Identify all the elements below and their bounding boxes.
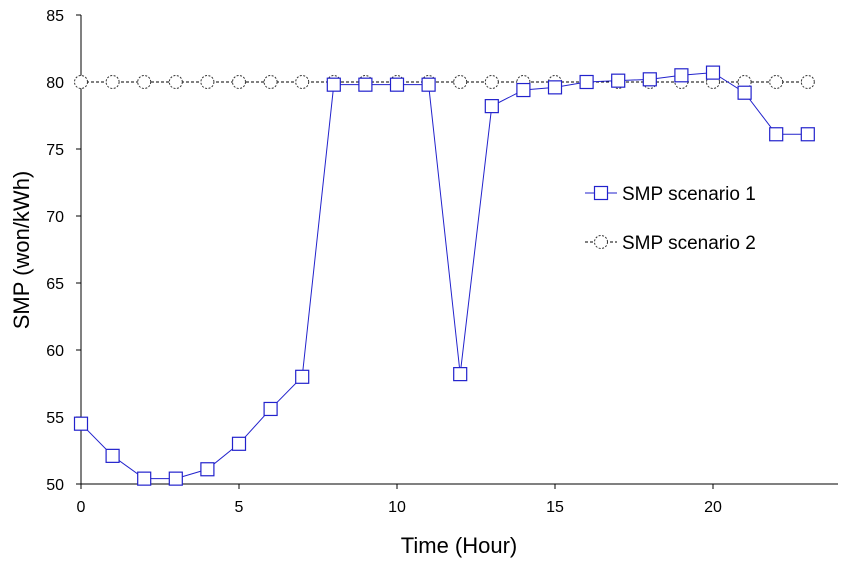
legend-label-1: SMP scenario 1 xyxy=(622,184,756,205)
x-tick-label-10: 10 xyxy=(388,499,406,516)
x-tick-label-15: 15 xyxy=(546,499,564,516)
series-1-point xyxy=(516,82,531,98)
series-1-point xyxy=(453,367,468,382)
series-1-point xyxy=(547,80,563,95)
series-1-point xyxy=(263,401,278,417)
series-1-point xyxy=(642,72,657,87)
series-2-point xyxy=(137,75,152,89)
series-2-point xyxy=(168,75,183,89)
series-2-point xyxy=(484,75,499,89)
y-tick-label-55: 55 xyxy=(46,410,64,427)
series-1-line xyxy=(80,72,808,480)
series-1-point xyxy=(421,77,436,92)
series-2-point xyxy=(769,75,784,89)
x-tick-label-5: 5 xyxy=(235,499,244,516)
series-1-point xyxy=(358,77,373,92)
series-1-point xyxy=(137,471,152,486)
series-1-point xyxy=(769,127,784,142)
series-2-point xyxy=(200,75,215,89)
y-tick-label-65: 65 xyxy=(46,276,64,293)
series-1-point xyxy=(200,462,215,477)
legend: SMP scenario 1 SMP scenario 2 xyxy=(585,184,756,254)
y-tick-label-50: 50 xyxy=(46,477,64,494)
y-tick-label-70: 70 xyxy=(46,209,64,226)
series-layer xyxy=(73,65,815,486)
y-tick-label-75: 75 xyxy=(46,142,64,159)
series-2-point xyxy=(295,75,310,89)
series-2-point xyxy=(74,75,88,89)
series-2-point xyxy=(105,75,120,89)
y-axis-title: SMP (won/kWh) xyxy=(9,171,34,330)
series-2-point xyxy=(232,75,246,89)
x-tick-label-20: 20 xyxy=(704,499,722,516)
series-1-point xyxy=(231,436,247,451)
series-1-point xyxy=(168,471,183,486)
legend-circle-marker xyxy=(594,235,608,249)
legend-square-marker xyxy=(593,185,609,201)
series-1-point xyxy=(579,74,594,90)
series-1-point xyxy=(484,99,499,114)
series-1-point xyxy=(800,127,815,142)
y-tick-label-80: 80 xyxy=(46,75,64,92)
y-tick-label-60: 60 xyxy=(46,343,64,360)
series-1-point xyxy=(389,77,405,92)
axes: 50 55 60 65 70 75 80 85 0 5 10 15 20 xyxy=(46,8,838,516)
y-tick-label-85: 85 xyxy=(46,8,64,25)
series-2-point xyxy=(263,75,278,89)
series-2-point xyxy=(737,75,752,89)
series-2-point xyxy=(453,75,468,89)
series-1-point xyxy=(326,77,341,92)
x-tick-label-0: 0 xyxy=(77,499,86,516)
series-1-point xyxy=(705,65,721,80)
series-2 xyxy=(74,75,815,89)
x-axis-title: Time (Hour) xyxy=(401,533,518,558)
series-2-point xyxy=(800,75,815,89)
series-1-point xyxy=(105,448,120,463)
legend-label-2: SMP scenario 2 xyxy=(622,233,756,254)
series-1-point xyxy=(611,73,626,88)
series-1-point xyxy=(674,68,689,83)
series-1-point xyxy=(295,369,310,384)
series-1 xyxy=(73,65,815,486)
series-1-point xyxy=(737,85,752,100)
series-1-point xyxy=(73,416,89,431)
